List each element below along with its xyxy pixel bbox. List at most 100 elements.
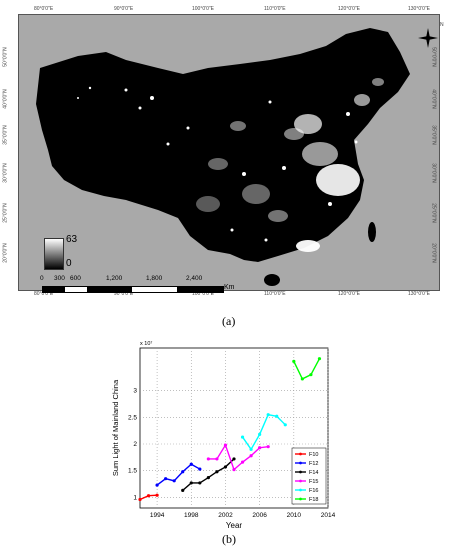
caption-b: (b): [222, 532, 236, 546]
legend-label: F10: [309, 452, 318, 458]
y-exponent-label: x 10⁷: [140, 340, 152, 347]
data-point-f12: [164, 477, 168, 481]
data-point-f12: [198, 467, 202, 471]
y-axis-label: Sum Light of Mainland China: [111, 379, 120, 476]
x-tick-label: 2006: [252, 512, 267, 519]
data-point-f16: [249, 447, 253, 451]
data-point-f12: [181, 470, 185, 474]
legend-label: F14: [309, 470, 318, 476]
x-tick-label: 2014: [321, 512, 336, 519]
legend-marker: [299, 452, 302, 456]
top-lon-tick: 120°0'0"E: [338, 6, 360, 12]
legend-marker: [299, 488, 302, 492]
y-tick-label: 3: [133, 388, 137, 395]
series-line-f18: [293, 358, 321, 380]
left-lat-tick: 25°0'0"N: [2, 203, 9, 223]
top-lon-tick: 100°0'0"E: [192, 6, 214, 12]
top-lon-tick: 90°0'0"E: [114, 6, 134, 12]
right-lat-tick: 35°0'0"N: [430, 125, 437, 145]
data-point-f15: [240, 460, 245, 464]
data-point-f15: [215, 457, 219, 461]
data-point-f14: [206, 476, 210, 480]
city-lights: [77, 78, 384, 252]
series-line-f12: [156, 463, 201, 486]
data-point-f12: [172, 479, 176, 483]
caption-a: (a): [222, 314, 236, 328]
scale-label: 1,200: [106, 275, 123, 282]
data-point-f10: [146, 494, 151, 498]
top-lon-tick: 80°0'0"E: [34, 6, 54, 12]
data-point-f16: [283, 423, 287, 427]
legend-min-value: 0: [66, 258, 72, 269]
y-tick-label: 1.5: [128, 468, 137, 475]
data-point-f18: [317, 357, 322, 361]
data-point-f16: [275, 414, 279, 418]
legend-label: F16: [309, 488, 318, 494]
x-axis-label: Year: [226, 521, 243, 530]
x-tick-label: 1998: [184, 512, 199, 519]
scale-label: 300: [54, 275, 65, 282]
data-point-f15: [223, 443, 228, 447]
legend-box: [291, 447, 327, 505]
data-point-f14: [181, 488, 185, 492]
data-point-f15: [249, 454, 253, 458]
bottom-lon-tick: 130°0'0"E: [408, 291, 430, 297]
right-lat-tick: 40°0'0"N: [430, 89, 437, 109]
legend-max-value: 63: [66, 234, 78, 245]
series-line-f16: [241, 413, 286, 451]
legend-label: F15: [309, 479, 318, 485]
scale-unit: Km: [224, 284, 235, 291]
hainan-island: [264, 274, 280, 286]
left-lat-tick: 20°0'0"N: [2, 243, 9, 263]
x-tick-label: 2010: [287, 512, 302, 519]
left-lat-tick: 30°0'0"N: [2, 163, 9, 183]
bottom-lon-tick: 110°0'0"E: [264, 291, 286, 297]
data-point-f18: [309, 373, 313, 377]
data-point-f15: [266, 445, 270, 449]
data-point-f15: [232, 468, 236, 472]
y-tick-label: 1: [133, 494, 137, 501]
right-lat-tick: 20°0'0"N: [430, 243, 437, 263]
scale-bar: [42, 286, 224, 293]
left-lat-tick: 35°0'0"N: [2, 125, 9, 145]
data-point-f18: [292, 359, 296, 363]
data-point-f18: [300, 377, 304, 381]
nightlight-map-panel: N 80°0'0"E 90°0'0"E 100°0'0"E 110°0'0"E …: [3, 4, 456, 300]
data-point-f16: [266, 413, 270, 417]
x-tick-label: 2002: [218, 512, 233, 519]
scale-label: 0: [40, 275, 44, 282]
bottom-lon-tick: 120°0'0"E: [338, 291, 360, 297]
data-point-f14: [198, 481, 202, 485]
brightness-legend-ramp: [44, 238, 64, 270]
china-map-svg: [36, 28, 438, 286]
legend-marker: [299, 479, 302, 483]
left-lat-tick: 50°0'0"N: [2, 47, 9, 67]
top-lon-tick: 110°0'0"E: [264, 6, 286, 12]
data-point-f16: [240, 435, 245, 439]
left-lat-tick: 40°0'0"N: [2, 89, 9, 109]
taiwan-island: [368, 222, 376, 242]
right-lat-tick: 50°0'0"N: [430, 47, 437, 67]
scale-label: 1,800: [146, 275, 163, 282]
scale-label: 600: [70, 275, 81, 282]
x-tick-label: 1994: [150, 512, 165, 519]
data-point-f10: [155, 493, 159, 497]
series-line-f15: [208, 443, 269, 471]
data-point-f10: [138, 497, 142, 502]
legend-label: F18: [309, 497, 318, 503]
right-lat-tick: 25°0'0"N: [430, 203, 437, 223]
data-point-f12: [155, 483, 159, 487]
legend-marker: [299, 461, 302, 465]
y-tick-label: 2.5: [128, 414, 137, 421]
china-landmass: [36, 28, 410, 262]
data-point-f14: [189, 481, 193, 485]
scale-label: 2,400: [186, 275, 203, 282]
bottom-lon-tick: 80°0'0"E: [34, 291, 54, 297]
north-arrow-icon: [418, 28, 438, 48]
data-point-f14: [223, 465, 228, 469]
y-tick-label: 2: [133, 441, 137, 448]
bottom-lon-tick: 90°0'0"E: [114, 291, 134, 297]
sum-light-chart: 1994 1998 2002 2006 2010 2014 1 1.5 2 2.5 3 x 10⁷ Ye…: [111, 340, 336, 530]
right-lat-tick: 30°0'0"N: [430, 163, 437, 183]
legend-marker: [299, 470, 302, 474]
